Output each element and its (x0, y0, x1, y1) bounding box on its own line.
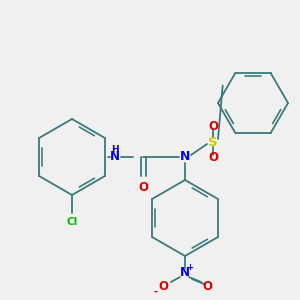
Text: N: N (110, 151, 120, 164)
Text: S: S (208, 136, 218, 148)
Text: O: O (202, 280, 212, 293)
Text: Cl: Cl (66, 217, 78, 227)
Text: O: O (158, 280, 168, 293)
Text: +: + (187, 263, 194, 272)
Text: N: N (180, 266, 190, 280)
Text: -: - (153, 287, 157, 297)
Text: O: O (208, 120, 218, 133)
Text: O: O (138, 181, 148, 194)
Text: H: H (111, 146, 119, 154)
Text: O: O (208, 151, 218, 164)
Text: N: N (180, 151, 190, 164)
